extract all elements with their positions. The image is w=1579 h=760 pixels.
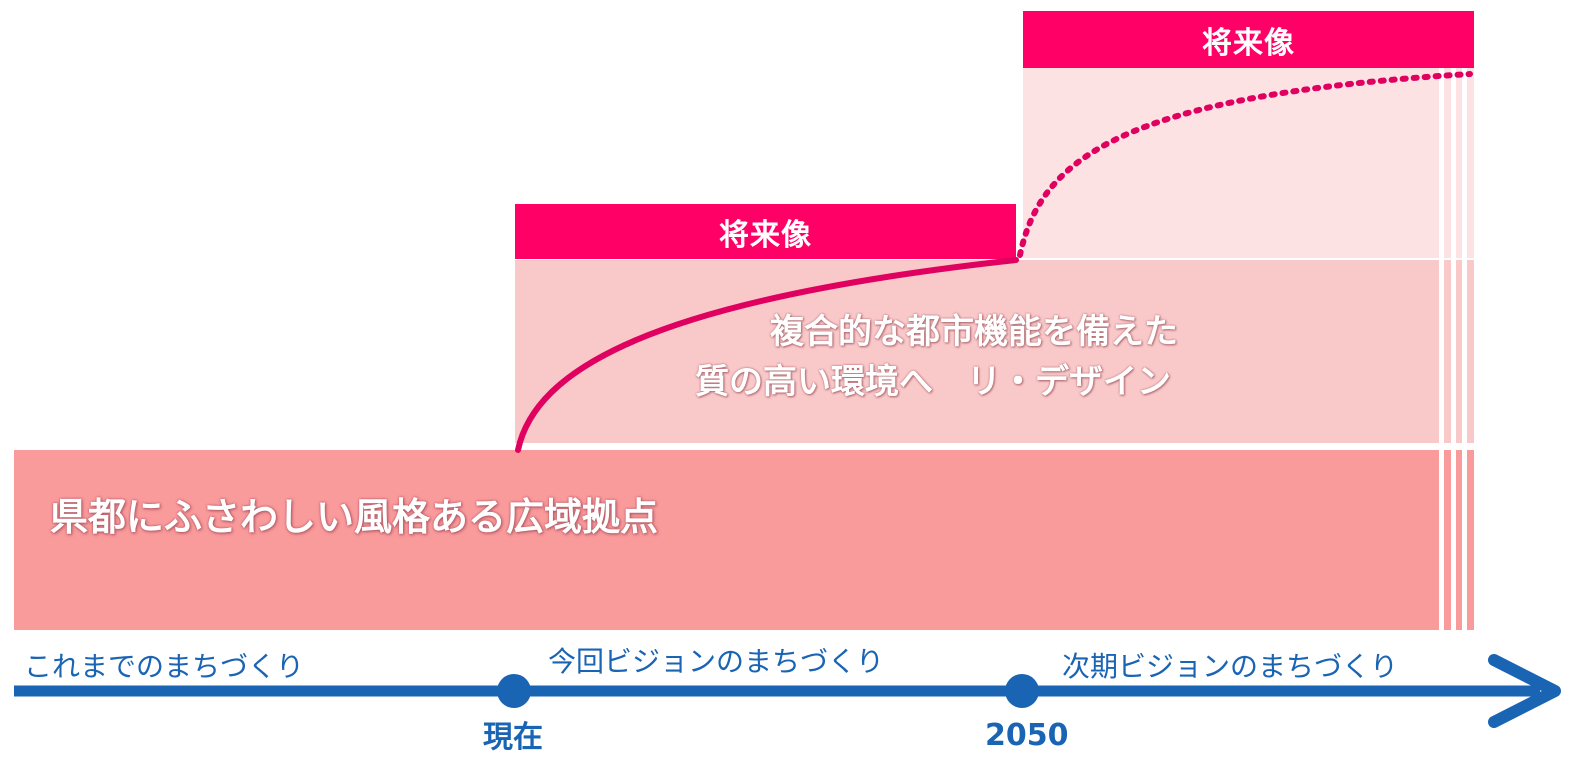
- base-band-text: 県都にふさわしい風格ある広域拠点: [50, 495, 659, 539]
- future-label-mid: 将来像: [515, 204, 1016, 259]
- milestone-dot-target: [1005, 674, 1039, 708]
- era-label-next: 次期ビジョンのまちづくり: [1062, 650, 1399, 683]
- continuation-stripe: [1439, 68, 1444, 633]
- timeline-arrowhead: [1488, 654, 1561, 728]
- future-growth-curve: [1017, 71, 1473, 258]
- growth-curve: [515, 257, 1019, 453]
- era-label-past: これまでのまちづくり: [24, 650, 305, 683]
- mid-band-line-2: 質の高い環境へ リ・デザイン: [695, 362, 1171, 402]
- continuation-stripe: [1451, 68, 1456, 633]
- era-label-current: 今回ビジョンのまちづくり: [548, 645, 885, 678]
- milestone-label-now: 現在: [483, 720, 543, 755]
- base-band: [14, 450, 1474, 630]
- milestone-dot-now: [497, 674, 531, 708]
- milestone-label-target: 2050: [985, 718, 1069, 753]
- future-band-mid: [515, 260, 1474, 443]
- mid-band-line-1: 複合的な都市機能を備えた: [770, 312, 1178, 352]
- continuation-stripe: [1462, 68, 1467, 633]
- future-label-top: 将来像: [1023, 11, 1474, 68]
